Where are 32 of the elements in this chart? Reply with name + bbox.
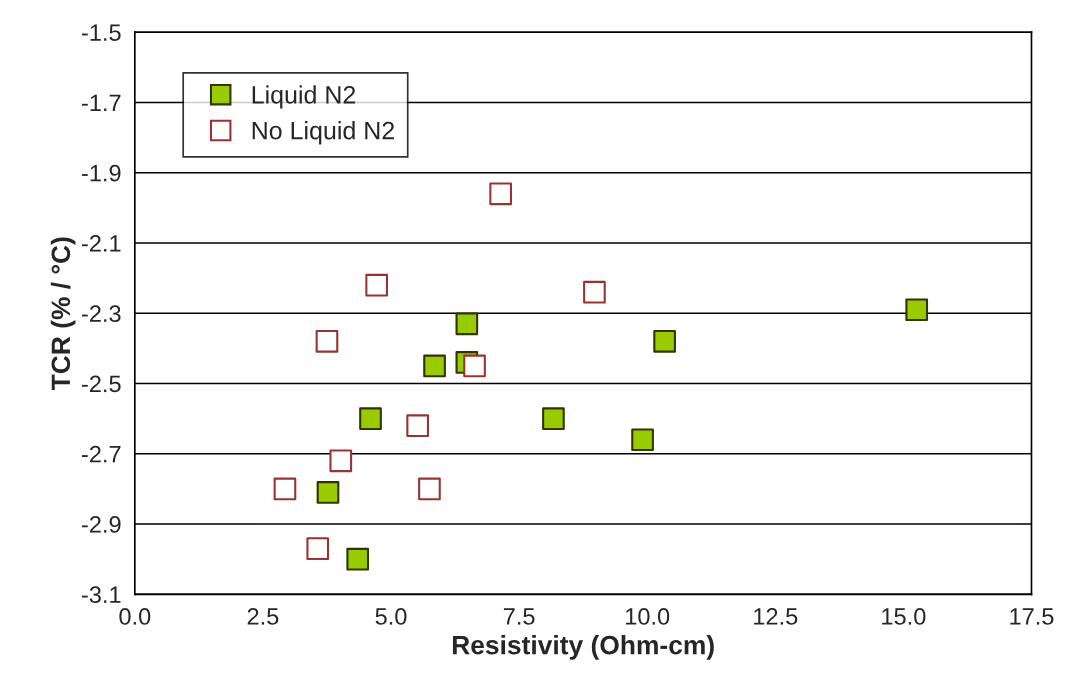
y-tick-label: -2.1 [81,235,121,252]
legend-label: Liquid N2 [252,85,356,109]
point [346,547,370,571]
point [329,449,353,473]
x-tick-label: 5.0 [375,608,407,625]
y-tick-label: -1.7 [81,94,121,112]
point [905,298,929,322]
x-tick-label: 17.5 [1010,608,1054,625]
point [423,354,446,378]
point [316,481,340,504]
y-tick-label: -2.5 [81,375,121,393]
point [359,407,382,430]
y-tick-label: -3.1 [81,586,121,604]
x-tick-label: 7.5 [503,608,535,625]
y-axis-title: TCR (% / °C) [50,237,76,391]
point [542,407,565,430]
point [653,330,676,353]
x-tick-label: 2.5 [247,608,279,625]
point [455,312,479,336]
y-tick-label: -1.5 [81,24,121,41]
x-tick-label: 12.5 [754,608,798,625]
y-tick-label: -2.9 [81,516,121,533]
x-tick-label: 15.0 [882,608,926,625]
x-tick-label: 0.0 [119,608,151,625]
y-tick-label: -1.9 [81,164,121,182]
x-tick-label: 10.0 [626,608,670,625]
point [463,354,486,378]
y-tick-label: -2.3 [81,305,121,323]
y-tick-label: -2.7 [81,445,121,463]
legend-label: No Liquid N2 [252,121,394,145]
x-axis-title: Resistivity (Ohm-cm) [452,635,714,660]
point [631,428,654,452]
